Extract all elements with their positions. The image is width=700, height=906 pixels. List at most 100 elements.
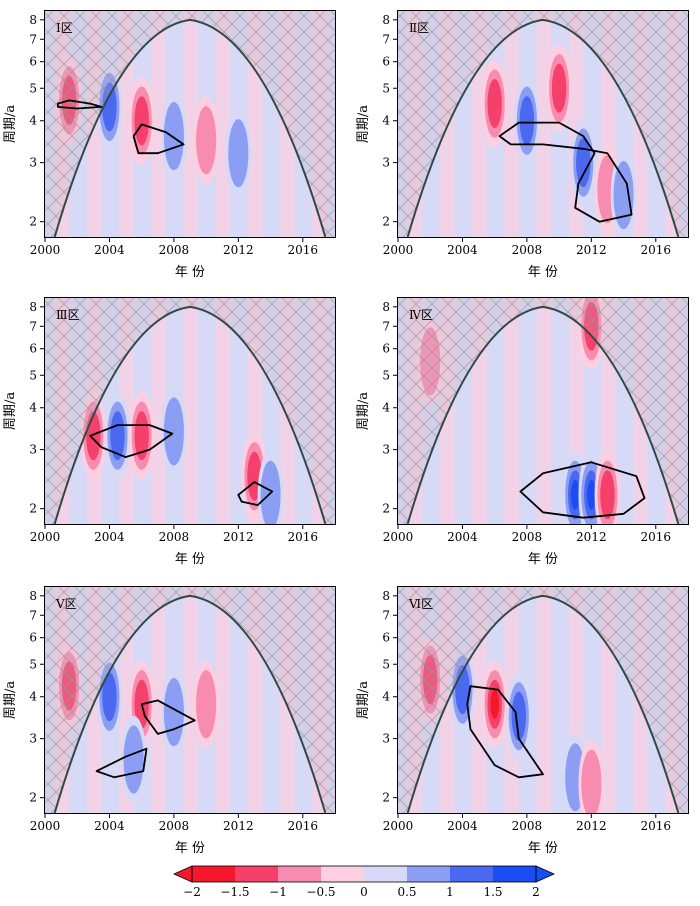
x-tick-label: 2012 [576,243,607,257]
x-tick-label: 2012 [576,530,607,544]
y-tick-label: 4 [382,690,390,704]
panel-label: Ⅱ区 [409,21,429,35]
plot-area [398,298,688,524]
colorbar-tick-label: −2 [183,885,201,899]
significance-contour [237,481,274,506]
colorbar-segment [364,866,408,882]
heatmap-band [183,298,199,524]
y-tick-label: 2 [29,215,37,229]
y-tick-label: 7 [382,319,390,333]
y-tick-label: 3 [382,156,390,170]
heatmap-band [504,11,519,237]
wavelet-panel-4: Ⅳ区 2 3 4 5 6 7 8 2000 2004 2008 2012 2016 年 份 周期/a [356,297,689,567]
heatmap-cell [260,460,281,524]
axes-frame [44,10,336,238]
y-tick-label: 8 [29,13,37,27]
heatmap-cell [134,411,149,461]
colorbar-segment [450,866,494,882]
hatch-region [398,11,688,237]
x-tick-label: 2008 [512,819,543,833]
y-tick-label: 2 [382,215,390,229]
heatmap-band [151,298,166,524]
y-tick-label: 7 [382,32,390,46]
colorbar-segment [192,866,236,882]
heatmap-band [536,298,552,524]
plot-area [398,11,688,237]
colorbar-segment [278,866,322,882]
x-axis-label: 年 份 [175,841,205,856]
y-tick-label: 5 [382,81,390,95]
heatmap-band [215,587,231,813]
y-tick-label: 5 [29,657,37,671]
y-tick-label: 2 [29,791,37,805]
hatch-shade [45,298,335,524]
x-tick-label: 2004 [447,819,478,833]
y-tick-label: 4 [29,401,37,415]
x-axis-label: 年 份 [175,265,205,280]
x-tick-label: 2008 [512,243,543,257]
wavelet-panel-5: Ⅴ区 2 3 4 5 6 7 8 2000 2004 2008 2012 2016 年 份 周期/a [3,586,336,856]
y-tick-label: 3 [29,443,37,457]
hatch-shade [45,11,335,237]
y-tick-label: 3 [29,156,37,170]
heatmap-cell [102,672,117,722]
panel-label: Ⅴ区 [55,597,77,611]
hatch-shade [398,298,688,524]
hatch-shade [398,11,688,237]
x-tick-label: 2012 [576,819,607,833]
colorbar-segment [321,866,365,882]
heatmap-cell [134,96,149,146]
axes-frame [397,586,689,814]
x-axis-label: 年 份 [528,265,558,280]
y-tick-label: 4 [29,114,37,128]
y-axis-label: 周期/a [356,681,371,719]
heatmap-cell [163,102,184,171]
panel-label: Ⅲ区 [56,308,80,322]
colorbar-segment [235,866,279,882]
hatch-region [45,587,335,813]
heatmap-cell [576,138,591,188]
wavelet-panel-6: Ⅵ区 2 3 4 5 6 7 8 2000 2004 2008 2012 2016 年 份 周期/a [356,586,689,856]
significance-contour [132,123,185,155]
x-axis-label: 年 份 [175,552,205,567]
colorbar-extend-min [173,865,193,883]
y-tick-label: 4 [29,690,37,704]
y-tick-label: 5 [382,657,390,671]
colorbar: −2 −1.5 −1 −0.5 0 0.5 1 1.5 2 [173,865,555,899]
cone-of-influence [53,18,327,237]
colorbar-extend-max [535,865,555,883]
x-tick-label: 2000 [30,243,61,257]
heatmap-band [504,298,519,524]
heatmap-band [151,11,166,237]
y-tick-label: 2 [382,791,390,805]
x-tick-label: 2008 [159,243,190,257]
x-tick-label: 2008 [159,819,190,833]
x-tick-label: 2016 [641,243,672,257]
plot-area [45,587,335,813]
axes-frame [44,586,336,814]
heatmap-cell [511,691,527,741]
plot-area [45,11,335,237]
y-tick-label: 8 [382,589,390,603]
x-tick-label: 2000 [30,819,61,833]
heatmap-band [536,587,552,813]
y-tick-label: 3 [382,443,390,457]
colorbar-tick-label: −1 [269,885,287,899]
heatmap-cell [228,119,249,188]
colorbar-tick-label: 1 [446,885,454,899]
colorbar-tick-label: 2 [532,885,540,899]
x-tick-label: 2004 [447,243,478,257]
x-tick-label: 2004 [94,530,125,544]
cone-of-influence [53,305,327,524]
y-tick-label: 6 [29,55,37,69]
heatmap-cell [586,479,596,510]
y-axis-label: 周期/a [3,392,18,430]
y-tick-label: 7 [382,608,390,622]
x-tick-label: 2000 [30,530,61,544]
significance-contour [140,699,196,735]
cone-of-influence [406,305,680,524]
cone-of-influence [406,594,680,813]
y-tick-label: 8 [29,300,37,314]
y-tick-label: 4 [382,114,390,128]
x-tick-label: 2012 [223,530,254,544]
